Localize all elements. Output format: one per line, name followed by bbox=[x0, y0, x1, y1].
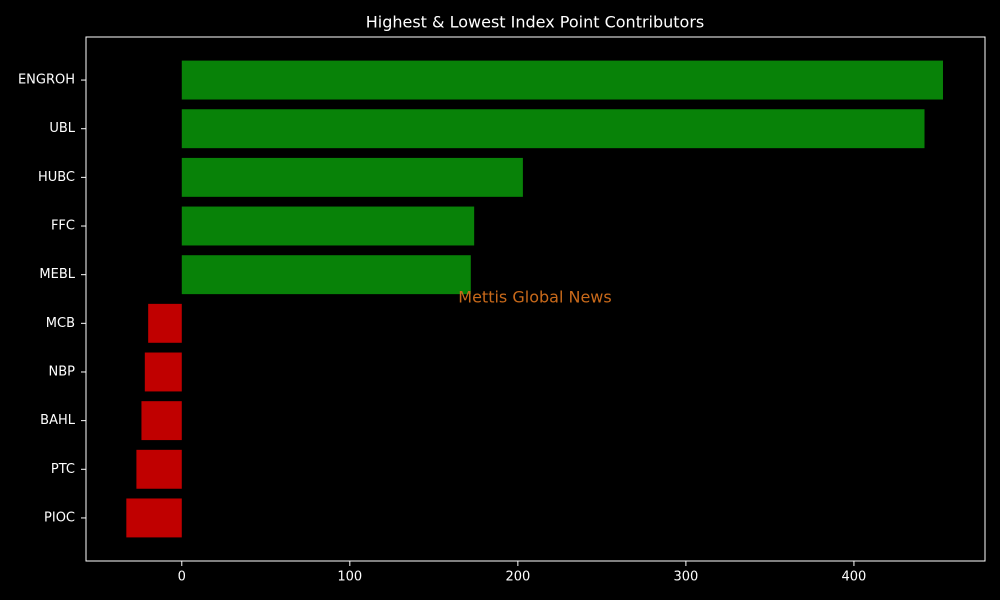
y-tick-label: NBP bbox=[49, 364, 76, 379]
y-tick-label: MCB bbox=[46, 316, 75, 331]
bar bbox=[148, 303, 182, 343]
bar bbox=[126, 498, 182, 538]
plot-frame bbox=[85, 36, 986, 562]
x-tick-label: 100 bbox=[337, 570, 362, 585]
y-tick-label: PTC bbox=[51, 462, 75, 477]
y-tick-label: BAHL bbox=[40, 413, 76, 428]
x-tick-label: 200 bbox=[505, 570, 530, 585]
y-tick-label: PIOC bbox=[44, 510, 75, 525]
x-tick-label: 400 bbox=[842, 570, 867, 585]
bar bbox=[136, 449, 182, 489]
y-tick-label: FFC bbox=[51, 219, 75, 234]
bar bbox=[181, 109, 925, 149]
y-tick-label: ENGROH bbox=[18, 73, 75, 88]
bar bbox=[141, 401, 182, 441]
y-tick-label: HUBC bbox=[38, 170, 75, 185]
bar bbox=[181, 60, 943, 100]
x-tick-label: 0 bbox=[178, 570, 186, 585]
bar bbox=[144, 352, 182, 392]
chart-title: Highest & Lowest Index Point Contributor… bbox=[366, 13, 705, 32]
x-tick-label: 300 bbox=[673, 570, 698, 585]
bar bbox=[181, 255, 471, 295]
bar bbox=[181, 206, 475, 246]
y-tick-label: UBL bbox=[49, 121, 75, 136]
bar bbox=[181, 157, 523, 197]
y-tick-label: MEBL bbox=[39, 267, 75, 282]
watermark: Mettis Global News bbox=[458, 288, 611, 307]
